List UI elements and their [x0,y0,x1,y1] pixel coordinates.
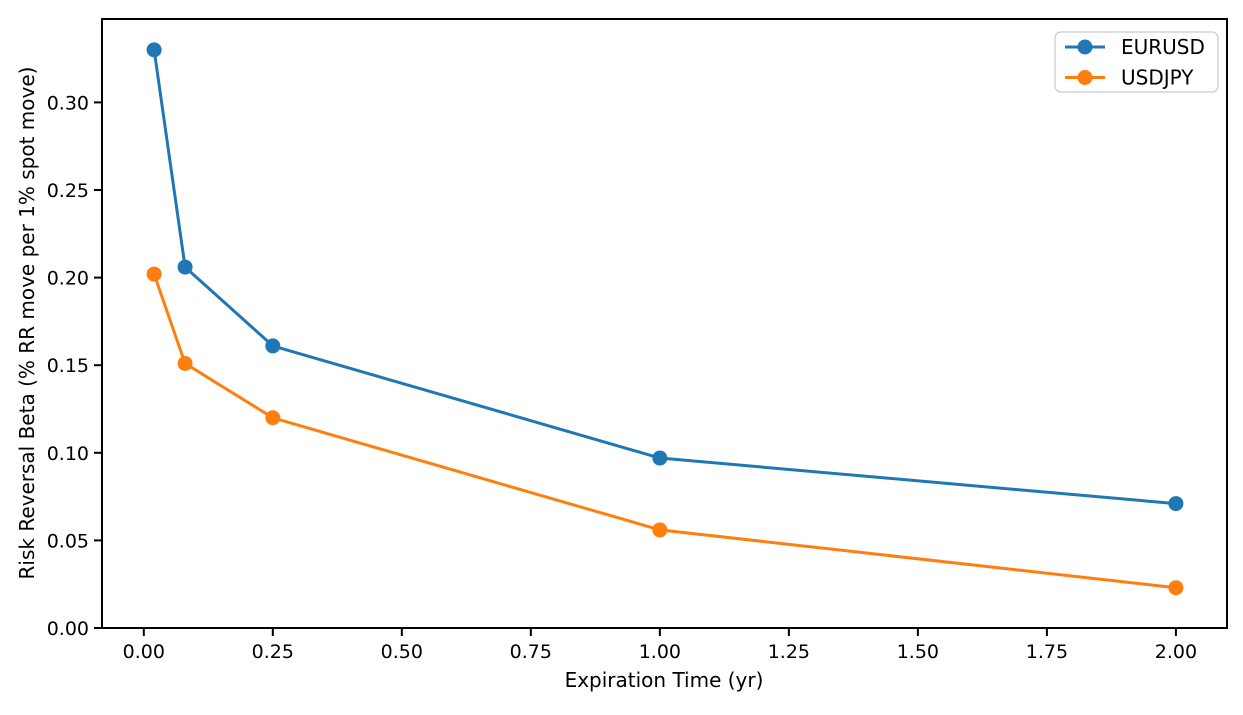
y-tick-label: 0.25 [47,180,89,202]
y-tick-label: 0.30 [47,92,89,114]
x-tick-label: 0.50 [381,641,423,663]
legend-marker-icon [1077,39,1093,55]
data-point-eurusd [177,259,193,275]
legend-marker-icon [1077,70,1093,85]
legend-label-usdjpy: USDJPY [1121,66,1194,90]
data-point-usdjpy [265,410,281,426]
data-point-eurusd [265,338,281,354]
x-tick-label: 0.75 [510,641,552,663]
x-tick-label: 1.75 [1026,641,1068,663]
series-line-eurusd [152,49,1177,506]
y-tick-label: 0.05 [47,530,89,552]
legend: EURUSD USDJPY [1054,31,1219,93]
x-tick-label: 0.25 [252,641,294,663]
data-point-eurusd [1168,496,1184,512]
data-point-usdjpy [1168,580,1184,596]
data-point-eurusd [146,42,162,58]
legend-label-eurusd: EURUSD [1121,35,1205,59]
x-tick-label: 2.00 [1155,641,1197,663]
x-tick-label: 1.00 [639,641,681,663]
data-point-usdjpy [146,266,162,282]
x-tick-label: 1.50 [897,641,939,663]
x-axis-label: Expiration Time (yr) [565,668,764,692]
axes-spines [101,18,1228,629]
y-tick-label: 0.15 [47,355,89,377]
y-tick-label: 0.10 [47,443,89,465]
y-tick-label: 0.20 [47,268,89,290]
x-tick-label: 1.25 [768,641,810,663]
data-point-eurusd [652,450,668,466]
data-point-usdjpy [652,522,668,538]
y-tick-label: 0.00 [47,618,89,640]
plot-area: 0.00 0.25 0.50 0.75 1.00 1.25 1.50 1.75 2.00 0.00… [47,18,1228,663]
y-axis-label: Risk Reversal Beta (% RR move per 1% spo… [15,67,39,580]
series-line-usdjpy [152,273,1177,590]
x-tick-label: 0.00 [123,641,165,663]
data-point-usdjpy [177,355,193,371]
